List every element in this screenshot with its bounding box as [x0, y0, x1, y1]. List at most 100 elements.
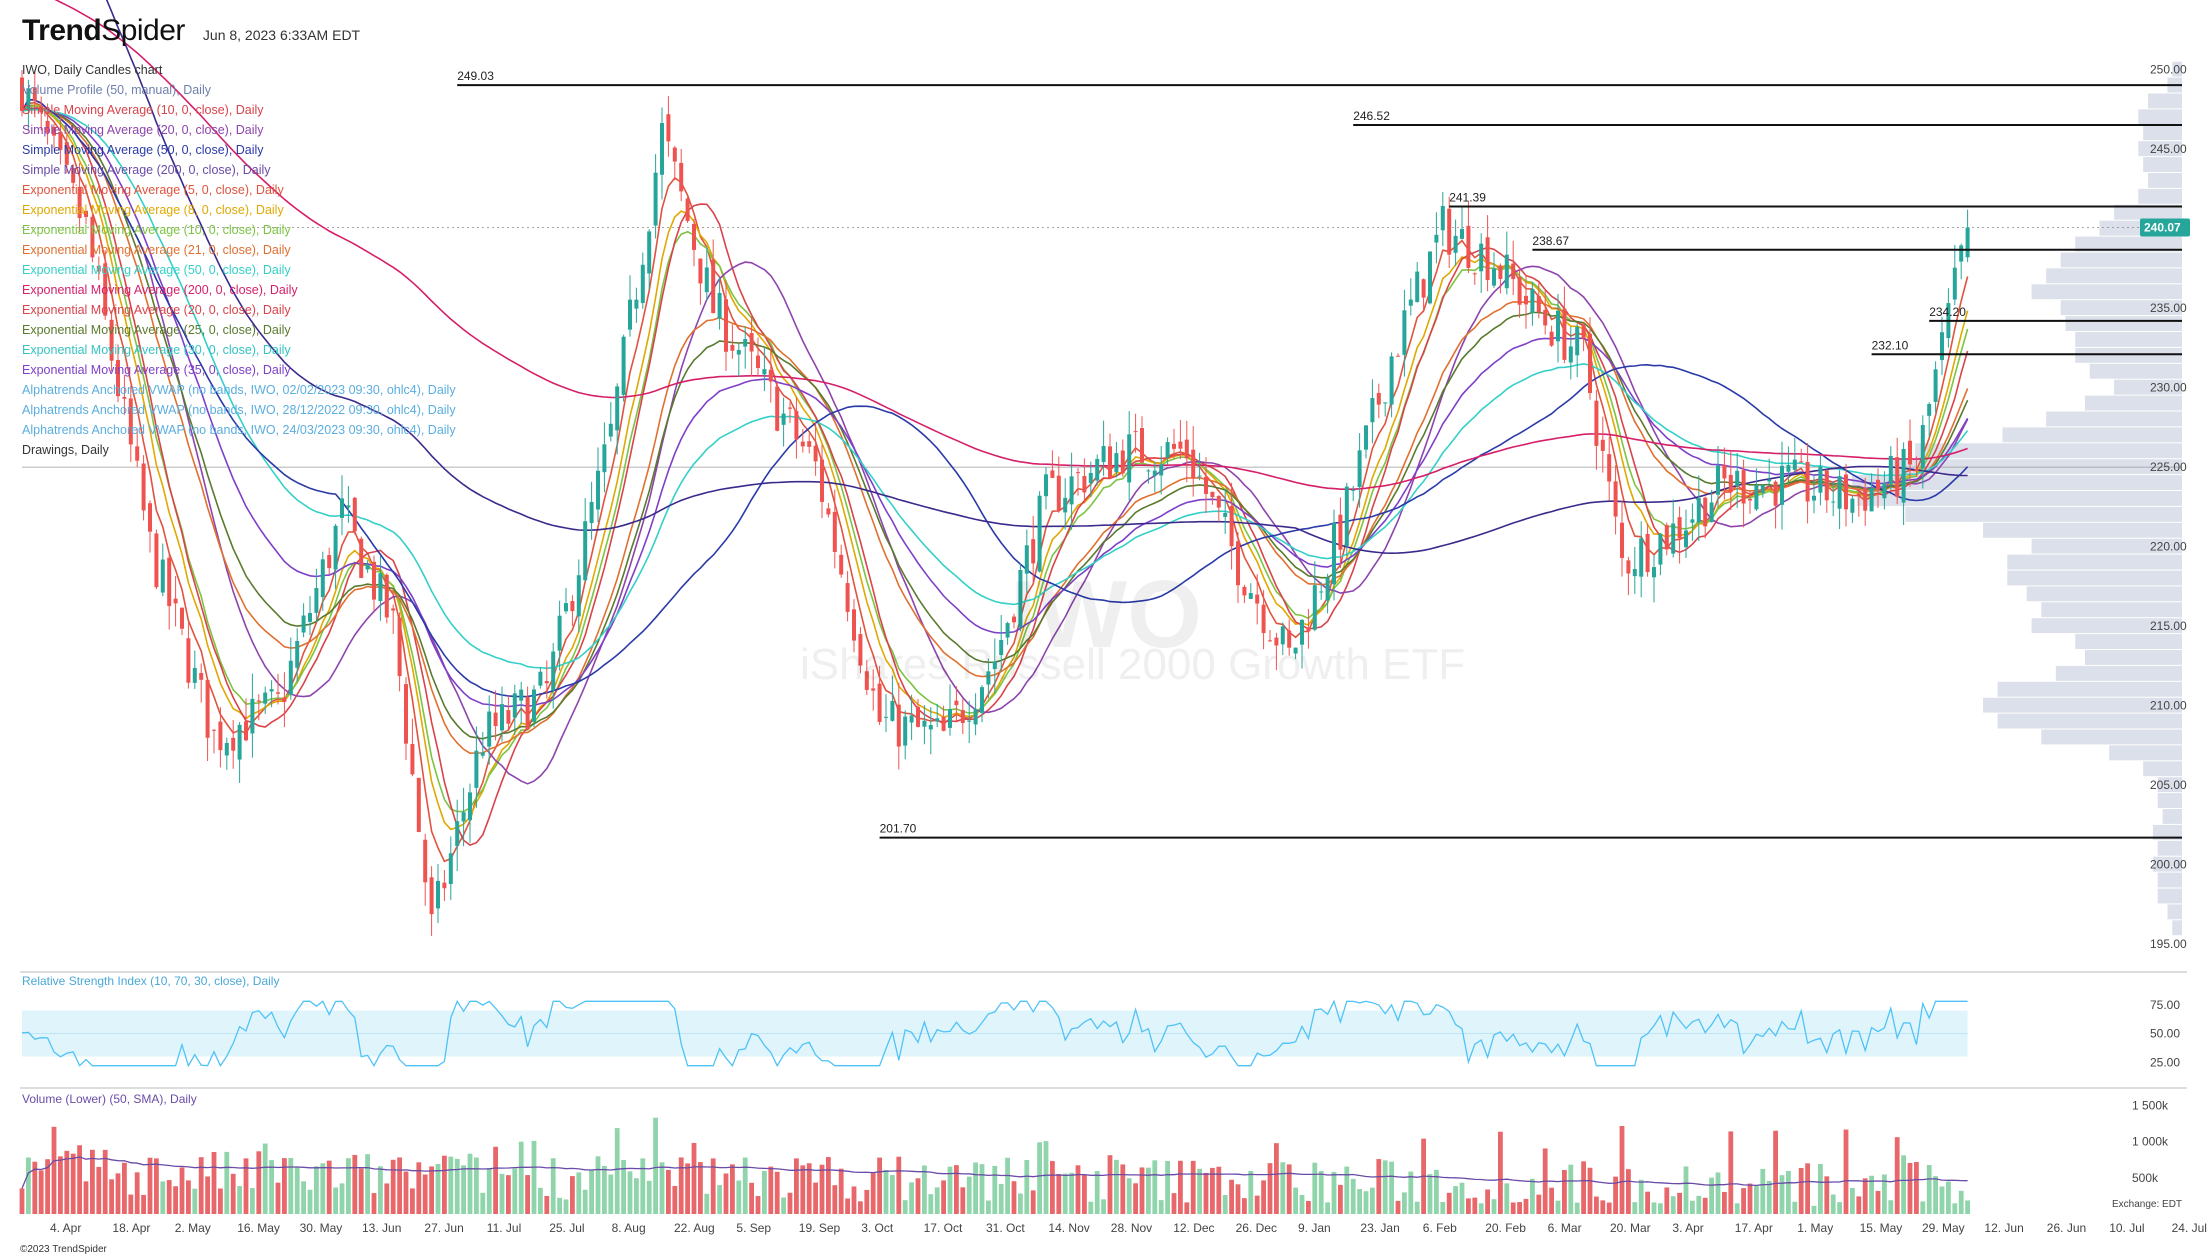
legend-item[interactable]: Exponential Moving Average (200, 0, clos…: [22, 283, 298, 297]
volume-profile-bar: [2002, 427, 2182, 443]
legend-item[interactable]: Exponential Moving Average (20, 0, close…: [22, 303, 291, 317]
legend-item[interactable]: Simple Moving Average (20, 0, close), Da…: [22, 123, 264, 137]
candle-body: [1773, 481, 1778, 506]
legend-item[interactable]: Alphatrends Anchored VWAP (no bands, IWO…: [22, 423, 456, 437]
legend-item[interactable]: Volume Profile (50, manual), Daily: [22, 83, 211, 97]
candle-body: [666, 114, 671, 142]
time-tick: 6. Mar: [1548, 1221, 1582, 1235]
candle-body: [1581, 324, 1586, 339]
volume-profile-bar: [2031, 538, 2182, 554]
legend-item[interactable]: Simple Moving Average (200, 0, close), D…: [22, 163, 271, 177]
candle-body: [711, 259, 716, 314]
volume-bar: [960, 1187, 966, 1214]
candle-body: [1511, 263, 1516, 280]
time-tick: 1. May: [1797, 1221, 1833, 1235]
volume-bar: [96, 1166, 102, 1214]
legend-item[interactable]: Exponential Moving Average (50, 0, close…: [22, 263, 291, 277]
last-price-badge: [2140, 218, 2190, 237]
candle-body: [71, 167, 76, 183]
volume-bar: [1504, 1183, 1510, 1214]
volume-profile-bar: [1983, 522, 2182, 538]
volume-bar: [58, 1156, 63, 1214]
volume-bar: [1600, 1200, 1606, 1214]
candle-body: [218, 721, 223, 751]
volume-bar: [1690, 1200, 1695, 1214]
legend-item[interactable]: Exponential Moving Average (10, 0, close…: [22, 223, 291, 237]
legend-item[interactable]: Exponential Moving Average (21, 0, close…: [22, 243, 291, 257]
legend-item[interactable]: Exponential Moving Average (8, 0, close)…: [22, 203, 284, 217]
volume-bar: [480, 1192, 486, 1214]
legend-item[interactable]: Alphatrends Anchored VWAP (no bands, IWO…: [22, 403, 456, 417]
volume-profile-bar: [2075, 347, 2182, 363]
volume-bar: [320, 1163, 326, 1214]
legend-item[interactable]: Alphatrends Anchored VWAP (no bands, IWO…: [22, 383, 456, 397]
legend-item[interactable]: Exponential Moving Average (5, 0, close)…: [22, 183, 284, 197]
time-tick: 4. Apr: [50, 1221, 81, 1235]
candle-body: [1792, 459, 1797, 470]
volume-bar: [384, 1183, 390, 1214]
candle-body: [954, 700, 959, 706]
legend-item[interactable]: Drawings, Daily: [22, 443, 109, 457]
volume-bar: [1498, 1131, 1503, 1214]
candle-body: [1799, 461, 1804, 463]
candle-body: [999, 639, 1004, 656]
volume-bar: [954, 1165, 959, 1214]
candle-body: [148, 503, 152, 532]
volume-profile-bar: [2084, 650, 2182, 665]
time-tick: 26. Dec: [1236, 1221, 1277, 1235]
legend-item[interactable]: IWO, Daily Candles chart: [22, 63, 163, 77]
candle-body: [717, 292, 722, 319]
volume-bar: [250, 1188, 255, 1214]
volume-bar: [602, 1165, 607, 1214]
candle-body: [327, 555, 332, 569]
last-price-value: 240.07: [2144, 221, 2181, 235]
volume-bar: [224, 1151, 230, 1214]
volume-bar: [179, 1167, 185, 1214]
candle-body: [1261, 604, 1266, 634]
candle-body: [922, 720, 927, 727]
volume-bar: [1133, 1183, 1138, 1214]
volume-bar: [525, 1175, 530, 1214]
volume-bar: [1126, 1178, 1132, 1214]
volume-bar: [1190, 1160, 1196, 1214]
candle-body: [1428, 251, 1432, 304]
candle-body: [1549, 331, 1554, 346]
volume-profile-bar: [2138, 188, 2182, 204]
volume-bar: [1491, 1199, 1497, 1214]
legend-item[interactable]: Simple Moving Average (50, 0, close), Da…: [22, 143, 264, 157]
volume-bar: [1920, 1201, 1926, 1214]
volume-bar: [1715, 1172, 1721, 1214]
legend-item[interactable]: Exponential Moving Average (25, 0, close…: [22, 323, 291, 337]
volume-bar: [902, 1200, 908, 1214]
candle-body: [461, 812, 466, 822]
legend-item[interactable]: Simple Moving Average (10, 0, close), Da…: [22, 103, 264, 117]
volume-profile-bar: [2172, 920, 2182, 936]
volume-bar: [1472, 1197, 1478, 1214]
volume-bar: [1107, 1155, 1113, 1214]
candle-body: [1959, 245, 1964, 262]
volume-bar: [1645, 1191, 1650, 1214]
candle-body: [1479, 243, 1484, 272]
volume-bar: [890, 1175, 895, 1214]
legend-item[interactable]: Exponential Moving Average (30, 0, close…: [22, 343, 291, 357]
candle-body: [967, 720, 972, 722]
volume-bar: [973, 1162, 978, 1214]
candle-body: [340, 498, 344, 518]
candle-body: [544, 680, 549, 684]
time-tick: 11. Jul: [487, 1221, 521, 1235]
volume-bar: [1242, 1198, 1247, 1214]
volume-bar: [294, 1167, 300, 1214]
volume-bar: [358, 1168, 364, 1214]
candle-body: [244, 721, 248, 741]
candle-body: [160, 559, 165, 593]
time-tick: 16. May: [237, 1221, 280, 1235]
legend-item[interactable]: Exponential Moving Average (35, 0, close…: [22, 363, 291, 377]
volume-bar: [83, 1181, 89, 1214]
candle-body: [1255, 594, 1260, 604]
volume-bar: [755, 1196, 761, 1214]
volume-bar: [1427, 1174, 1433, 1214]
volume-bar: [666, 1169, 671, 1214]
volume-bar: [922, 1165, 927, 1214]
volume-bar: [1747, 1183, 1753, 1214]
